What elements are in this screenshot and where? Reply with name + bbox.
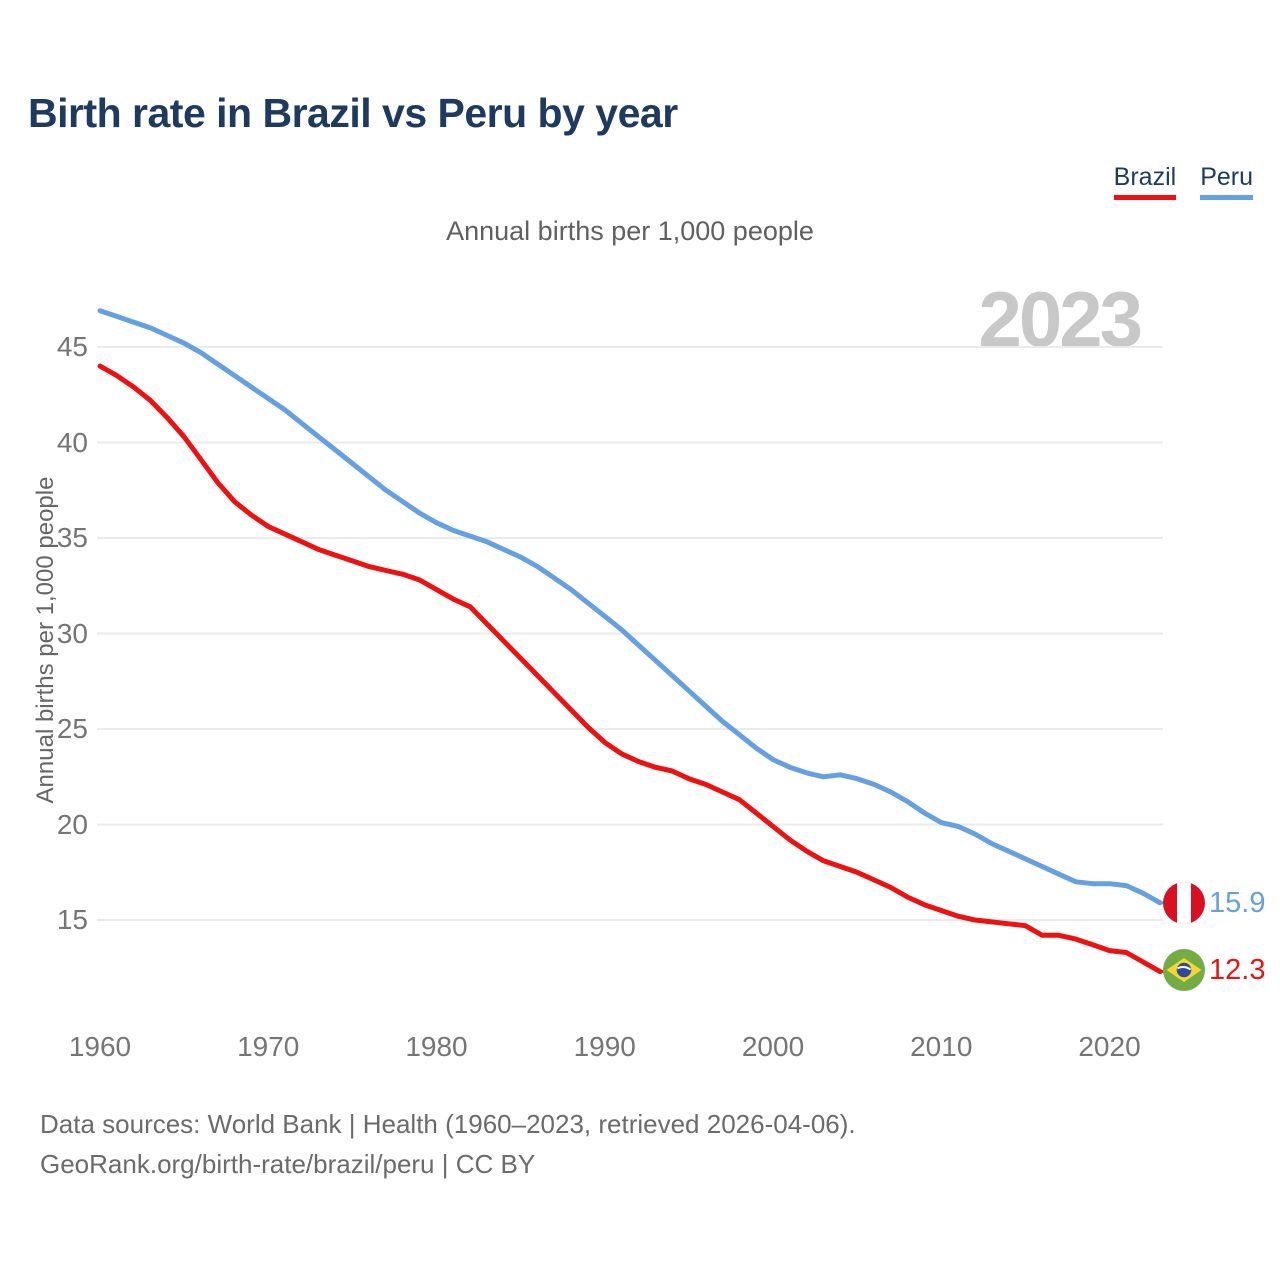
legend-color-bar-peru [1200, 194, 1253, 200]
x-tick-label-1960: 1960 [68, 1031, 132, 1062]
peru-flag-icon [1163, 882, 1205, 924]
chart-subtitle: Annual births per 1,000 people [446, 216, 814, 246]
y-tick-label-30: 30 [56, 617, 88, 649]
end-value-brazil: 12.3 [1209, 954, 1266, 986]
series-line-peru [97, 308, 1163, 906]
footer: Data sources: World Bank | Health (1960–… [40, 1104, 856, 1184]
x-tick-label-1990: 1990 [573, 1031, 636, 1062]
x-tick-label-1980: 1980 [405, 1031, 468, 1062]
legend-label-brazil: Brazil [1113, 163, 1177, 191]
end-value-peru: 15.9 [1209, 887, 1266, 919]
y-tick-label-45: 45 [56, 331, 88, 362]
x-tick-label-2010: 2010 [910, 1031, 973, 1062]
y-tick-label-40: 40 [56, 426, 88, 458]
brazil-flag-icon [1163, 949, 1205, 991]
footer-attribution: GeoRank.org/birth-rate/brazil/peru | CC … [40, 1149, 536, 1179]
x-tick-label-1970: 1970 [237, 1031, 300, 1062]
legend-label-peru: Peru [1200, 163, 1253, 191]
year-watermark: 2023 [978, 275, 1143, 363]
legend-item-brazil[interactable]: Brazil [1113, 163, 1177, 200]
y-tick-label-25: 25 [56, 713, 88, 744]
chart-legend: Brazil Peru [1113, 163, 1253, 200]
series-line-brazil [97, 363, 1163, 975]
y-tick-label-20: 20 [56, 808, 88, 840]
y-tick-label-15: 15 [56, 904, 88, 935]
page-title: Birth rate in Brazil vs Peru by year [28, 90, 678, 136]
x-tick-label-2000: 2000 [741, 1031, 805, 1062]
legend-color-bar-brazil [1113, 194, 1177, 200]
x-tick-label-2020: 2020 [1078, 1031, 1141, 1062]
gridlines [97, 346, 1163, 921]
y-tick-label-35: 35 [56, 522, 88, 553]
legend-item-peru[interactable]: Peru [1200, 163, 1253, 200]
footer-sources: Data sources: World Bank | Health (1960–… [40, 1109, 856, 1139]
